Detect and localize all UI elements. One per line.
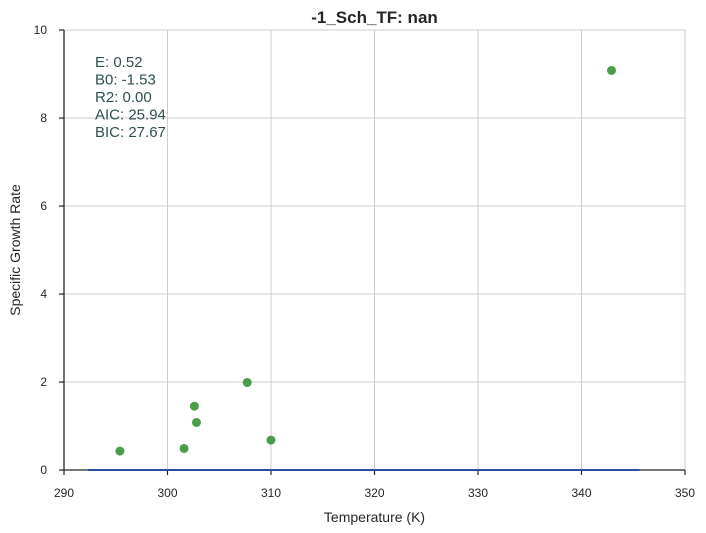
data-point <box>179 443 189 453</box>
axes <box>59 29 686 475</box>
x-tick-label: 350 <box>675 486 695 500</box>
fit-stat-line: R2: 0.00 <box>95 89 152 106</box>
y-tick-label: 0 <box>40 463 47 477</box>
data-point <box>242 377 252 387</box>
data-point <box>189 401 199 411</box>
y-tick-label: 8 <box>40 111 47 125</box>
grid-lines <box>64 29 686 470</box>
fit-stat-line: E: 0.52 <box>95 54 143 71</box>
y-tick-label: 10 <box>34 23 48 37</box>
x-axis-label: Temperature (K) <box>324 509 425 525</box>
y-tick-label: 2 <box>40 375 47 389</box>
x-tick-label: 290 <box>54 486 74 500</box>
fit-stat-line: B0: -1.53 <box>95 72 156 89</box>
x-tick-label: 300 <box>157 486 177 500</box>
data-points <box>115 65 617 456</box>
data-point <box>266 435 276 445</box>
tick-labels: 290 300 310 320 330 340 350 0 2 4 6 8 10 <box>34 23 696 500</box>
data-point <box>191 417 201 427</box>
fit-stat-line: BIC: 27.67 <box>95 124 166 141</box>
data-point <box>115 446 125 456</box>
y-tick-label: 4 <box>40 287 47 301</box>
x-tick-label: 310 <box>261 486 281 500</box>
x-tick-label: 340 <box>571 486 591 500</box>
x-tick-label: 320 <box>364 486 384 500</box>
fit-stat-line: AIC: 25.94 <box>95 107 166 124</box>
chart-title: -1_Sch_TF: nan <box>311 8 438 27</box>
data-point <box>607 65 617 75</box>
y-axis-label: Specific Growth Rate <box>7 184 23 316</box>
y-tick-label: 6 <box>40 199 47 213</box>
x-tick-label: 330 <box>468 486 488 500</box>
